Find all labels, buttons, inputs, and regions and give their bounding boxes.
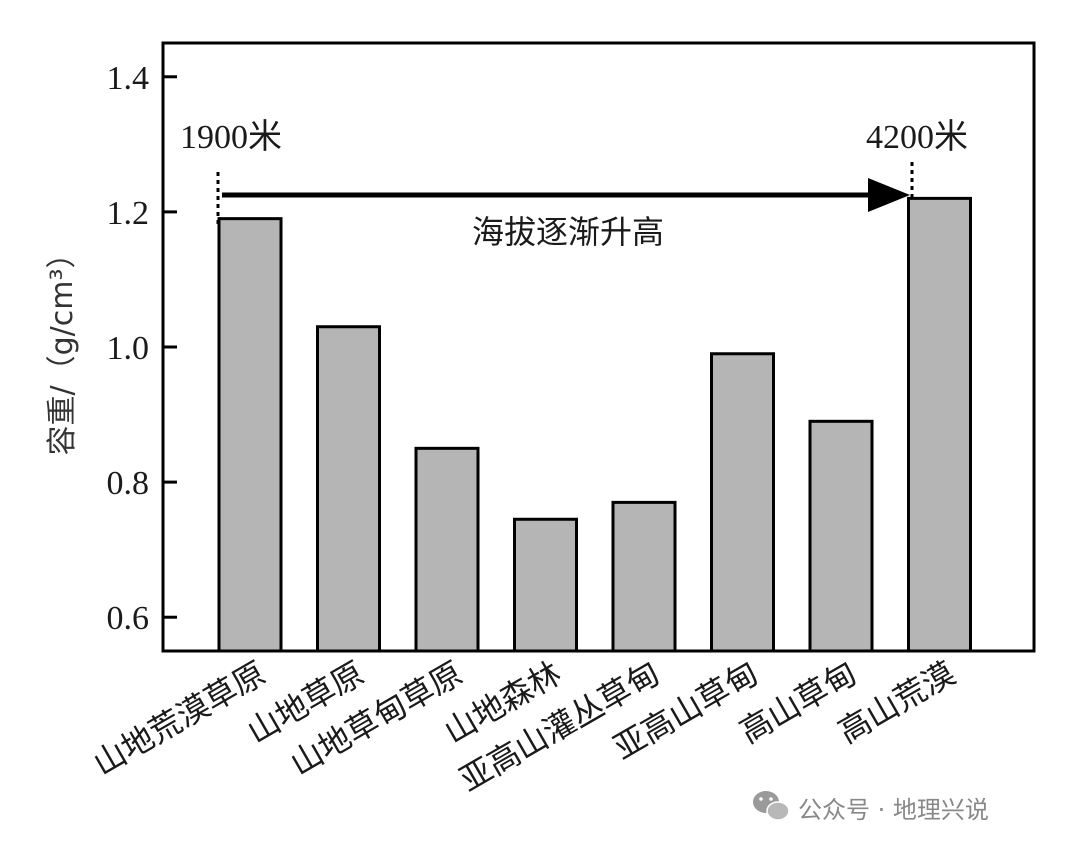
arrow-label: 海拔逐渐升高 [472, 213, 664, 251]
y-tick-label: 1.0 [107, 330, 150, 367]
bar-1 [316, 325, 381, 653]
y-axis-ticks: 0.6 0.8 1.0 1.2 1.4 [107, 60, 177, 637]
y-tick-label: 0.8 [107, 465, 150, 502]
bar-7 [907, 196, 972, 653]
y-tick-label: 1.2 [107, 195, 150, 232]
elevation-annotation: 1900米 4200米 海拔逐渐升高 [180, 118, 968, 251]
plot-frame [161, 41, 1036, 653]
y-tick-label: 0.6 [107, 600, 150, 637]
y-tick-label: 1.4 [107, 60, 150, 97]
bars [217, 196, 972, 653]
wechat-icon [753, 791, 790, 821]
watermark: 公众号 · 地理兴说 [753, 791, 989, 824]
bar-0 [217, 217, 283, 653]
bar-4 [611, 500, 677, 653]
y-axis-label: 容重/（g/cm³） [45, 238, 80, 455]
watermark-text: 公众号 · 地理兴说 [798, 796, 989, 824]
start-elevation-label: 1900米 [180, 118, 282, 156]
end-elevation-label: 4200米 [866, 118, 968, 156]
bar-3 [513, 517, 578, 653]
bar-2 [414, 446, 480, 653]
bar-5 [710, 352, 775, 653]
arrow-head [868, 178, 910, 212]
bar-6 [808, 419, 874, 653]
